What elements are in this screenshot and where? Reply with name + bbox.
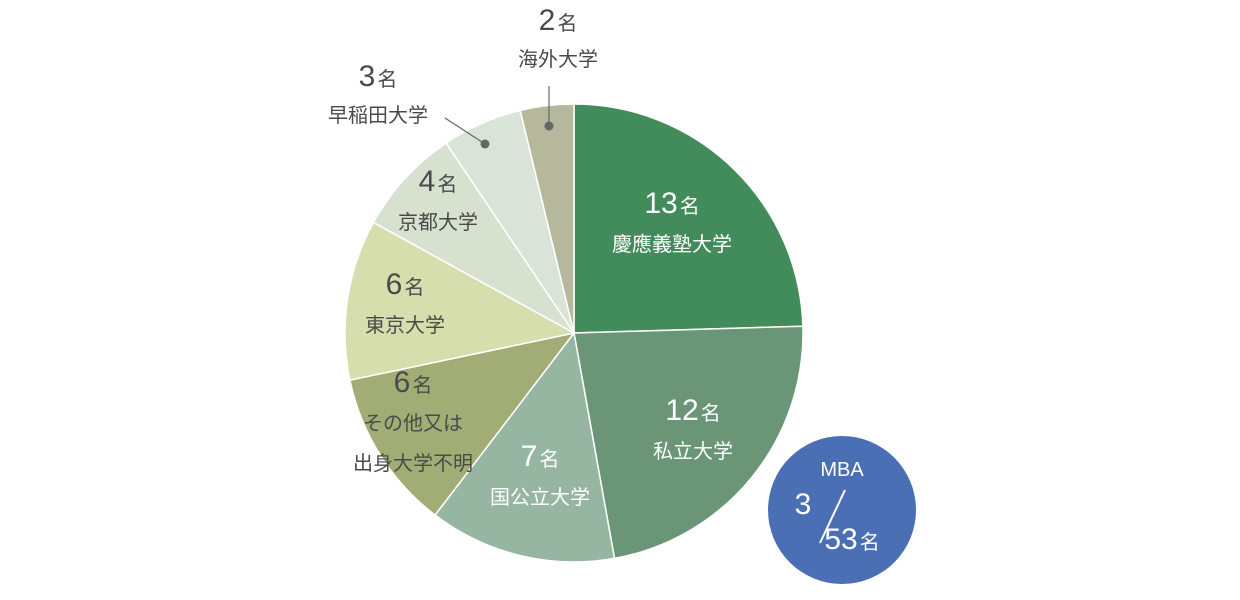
pie-slice-7 (519, 103, 575, 334)
slice-name-4: 東京大学 (365, 313, 445, 337)
slice-name-2: 国公立大学 (490, 485, 590, 509)
leader-line-6 (444, 117, 486, 145)
slice-name-3-line-1: 出身大学不明 (353, 451, 473, 475)
mba-badge-denominator: 53 名 (824, 523, 879, 556)
leader-lines (444, 86, 554, 149)
slice-name-1: 私立大学 (653, 439, 733, 463)
slice-name-7: 海外大学 (518, 47, 598, 71)
leader-dot-6 (480, 139, 490, 149)
slice-name-6: 早稲田大学 (328, 103, 428, 127)
slice-value-0: 13 名 (644, 187, 699, 220)
mba-badge-title: MBA (820, 459, 864, 481)
pie-slice-1 (573, 325, 804, 560)
pie-slices (344, 103, 804, 563)
mba-badge-fraction-slash (819, 489, 846, 544)
leader-dot-7 (544, 121, 554, 131)
pie-slice-3 (349, 331, 576, 517)
mba-badge-numerator: 3 (795, 488, 812, 521)
pie-slice-5 (372, 142, 575, 334)
mba-badge: MBA 3 53 名 (768, 436, 916, 584)
pie-slice-4 (344, 221, 577, 382)
slice-value-1: 12 名 (665, 394, 720, 427)
slice-name-5: 京都大学 (398, 210, 478, 234)
mba-badge-circle (768, 436, 916, 584)
pie-slice-2 (433, 331, 616, 563)
slice-name-3-line-0: その他又は (363, 411, 463, 435)
slice-name-0: 慶應義塾大学 (612, 232, 732, 256)
pie-slice-0 (573, 103, 804, 334)
